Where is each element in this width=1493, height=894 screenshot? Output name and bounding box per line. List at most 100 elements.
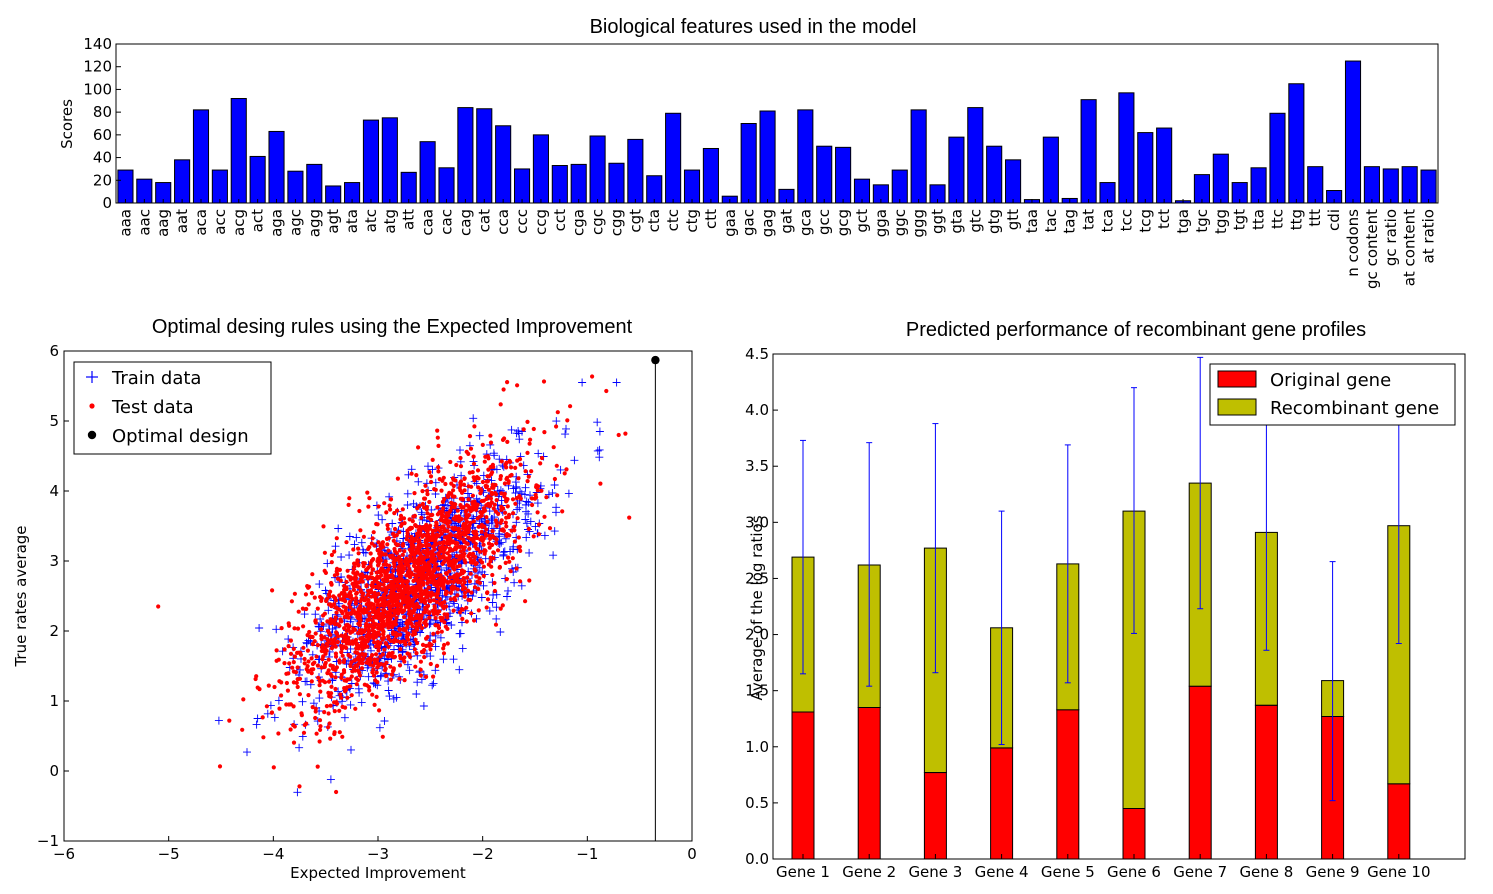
test-point xyxy=(350,669,355,674)
test-point xyxy=(458,496,463,501)
test-point xyxy=(356,580,361,585)
test-point xyxy=(260,715,265,720)
test-point xyxy=(444,541,449,546)
feature-label-40: gga xyxy=(872,209,890,237)
feature-bar-19 xyxy=(476,108,493,204)
test-point xyxy=(494,523,499,529)
test-point xyxy=(568,404,573,409)
test-point xyxy=(300,606,305,611)
test-point xyxy=(420,556,425,561)
test-point xyxy=(385,602,390,607)
test-point xyxy=(415,640,420,646)
test-point xyxy=(360,579,365,584)
test-point xyxy=(462,476,467,481)
test-point xyxy=(383,559,388,564)
test-point xyxy=(322,664,327,670)
test-point xyxy=(435,525,440,530)
test-point xyxy=(341,604,346,609)
test-point xyxy=(315,643,320,648)
test-point xyxy=(492,588,497,594)
train-point xyxy=(436,633,445,642)
test-point xyxy=(457,610,463,615)
test-point xyxy=(398,513,404,519)
train-point xyxy=(521,483,530,492)
test-point xyxy=(282,647,287,652)
test-point xyxy=(343,599,348,604)
feature-bar-44 xyxy=(948,136,965,204)
test-point xyxy=(390,650,395,656)
test-point xyxy=(413,664,418,669)
feature-label-39: gct xyxy=(853,209,871,233)
test-point xyxy=(369,601,374,606)
test-point xyxy=(361,561,366,566)
test-point xyxy=(447,569,452,574)
test-point xyxy=(414,621,419,626)
test-point xyxy=(420,501,425,507)
test-point xyxy=(367,613,372,618)
chart-2-x-axis-label: Expected Improvement xyxy=(290,864,466,882)
test-point xyxy=(386,634,391,639)
test-point xyxy=(399,565,404,570)
test-point xyxy=(335,571,340,577)
test-point xyxy=(462,580,467,585)
test-point xyxy=(472,567,477,572)
test-point xyxy=(533,492,538,497)
test-point xyxy=(434,609,439,614)
test-point xyxy=(423,483,428,488)
chart-2-legend-box xyxy=(73,361,272,455)
test-point xyxy=(356,668,361,673)
chart-3-y-tick-label-0: 0.0 xyxy=(745,850,769,868)
test-point xyxy=(369,571,374,576)
test-point xyxy=(414,473,419,478)
test-point xyxy=(385,542,390,547)
test-point xyxy=(488,555,493,560)
feature-label-65: n codons xyxy=(1344,209,1362,277)
feature-bar-69 xyxy=(1420,169,1437,204)
chart-2-y-tick-label-6: 5 xyxy=(49,412,59,430)
test-point xyxy=(430,549,435,554)
test-point xyxy=(455,587,460,592)
test-point xyxy=(505,497,510,502)
test-point xyxy=(277,706,282,711)
train-point xyxy=(548,489,557,497)
test-point xyxy=(539,455,545,461)
test-point xyxy=(464,605,469,610)
train-point xyxy=(328,625,337,634)
test-point xyxy=(334,789,339,795)
test-point xyxy=(435,428,440,433)
test-point xyxy=(412,491,417,496)
test-point xyxy=(306,693,311,698)
test-point xyxy=(494,541,499,546)
test-point xyxy=(340,646,345,651)
test-point xyxy=(510,511,516,516)
test-point xyxy=(370,692,375,697)
test-point xyxy=(322,568,327,574)
test-point xyxy=(356,631,361,636)
test-point xyxy=(387,651,392,656)
train-point xyxy=(422,649,431,658)
test-point xyxy=(536,532,542,537)
test-point xyxy=(390,588,395,593)
chart-1-frame xyxy=(115,43,1439,204)
test-point xyxy=(516,476,521,481)
test-point xyxy=(326,640,331,645)
test-point xyxy=(420,489,425,494)
test-point xyxy=(431,631,436,636)
test-point xyxy=(444,513,449,518)
test-point xyxy=(425,547,430,552)
test-point xyxy=(418,673,423,678)
chart-3-y-tick-label-4: 2.0 xyxy=(745,626,769,644)
test-point xyxy=(410,609,415,614)
test-point xyxy=(498,606,503,611)
feature-label-6: acg xyxy=(230,209,248,236)
test-point xyxy=(354,663,359,668)
test-point xyxy=(403,558,408,563)
test-point xyxy=(389,672,394,677)
test-point xyxy=(480,524,485,530)
test-point xyxy=(560,509,565,514)
test-point xyxy=(292,626,297,631)
test-point xyxy=(456,531,461,537)
test-point xyxy=(512,539,518,544)
test-point xyxy=(489,500,494,505)
train-point xyxy=(520,490,529,499)
